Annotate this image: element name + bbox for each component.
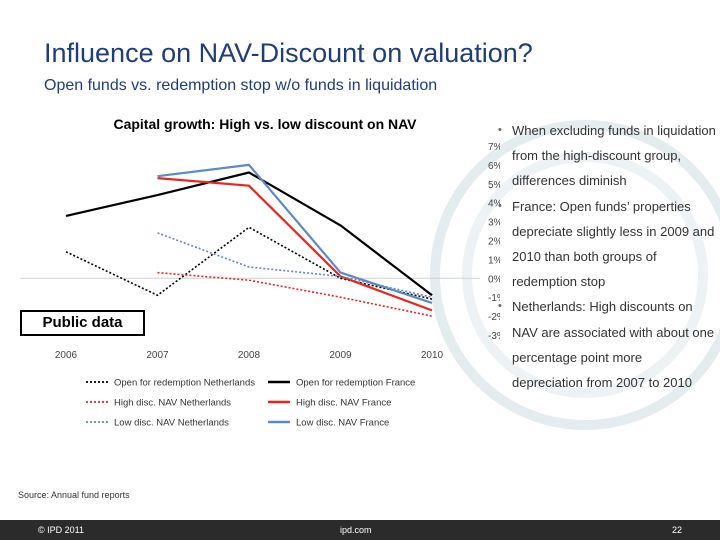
x-tick-label: 2007: [146, 350, 169, 361]
x-tick-label: 2010: [421, 350, 444, 361]
public-data-label: Public data: [20, 310, 145, 336]
y-tick-label: 0%: [488, 274, 500, 285]
x-tick-label: 2006: [55, 350, 78, 361]
series-line: [65, 171, 433, 297]
x-tick-label: 2009: [329, 350, 352, 361]
y-tick-label: 4%: [488, 199, 500, 210]
y-tick-label: -1%: [488, 293, 500, 304]
series-line: [157, 163, 433, 304]
legend-label: Open for redemption France: [296, 378, 415, 389]
y-tick-label: -2%: [488, 312, 500, 323]
bullet-list: When excluding funds in liquidation from…: [496, 118, 716, 395]
capital-growth-chart: Capital growth: High vs. low discount on…: [20, 116, 500, 429]
footer-website: ipd.com: [340, 525, 372, 535]
legend-label: High disc. NAV France: [296, 398, 391, 409]
bullet-item: When excluding funds in liquidation from…: [496, 118, 716, 194]
legend-label: Low disc. NAV France: [296, 418, 389, 429]
x-tick-label: 2008: [238, 350, 261, 361]
slide-title: Influence on NAV-Discount on valuation?: [44, 38, 533, 68]
chart-title: Capital growth: High vs. low discount on…: [113, 116, 417, 132]
y-tick-label: 1%: [488, 255, 500, 266]
series-line: [65, 226, 433, 300]
y-tick-label: 3%: [488, 218, 500, 229]
legend-label: Low disc. NAV Netherlands: [114, 418, 229, 429]
y-tick-label: 5%: [488, 180, 500, 191]
source-note: Source: Annual fund reports: [18, 490, 130, 500]
y-tick-label: 6%: [488, 161, 500, 172]
page-number: 22: [672, 525, 683, 535]
y-tick-label: 7%: [488, 142, 500, 153]
footer-copyright: © IPD 2011: [38, 525, 84, 535]
series-line: [157, 271, 433, 317]
y-tick-label: 2%: [488, 237, 500, 248]
footer-bar: © IPD 2011 ipd.com 22: [0, 520, 720, 540]
bullet-item: Netherlands: High discounts on NAV are a…: [496, 294, 716, 395]
legend-label: Open for redemption Netherlands: [114, 378, 255, 389]
y-tick-label: -3%: [488, 331, 500, 342]
series-line: [157, 177, 433, 312]
slide-subtitle: Open funds vs. redemption stop w/o funds…: [44, 77, 438, 94]
legend-label: High disc. NAV Netherlands: [114, 398, 231, 409]
bullet-item: France: Open funds’ properties depreciat…: [496, 194, 716, 295]
